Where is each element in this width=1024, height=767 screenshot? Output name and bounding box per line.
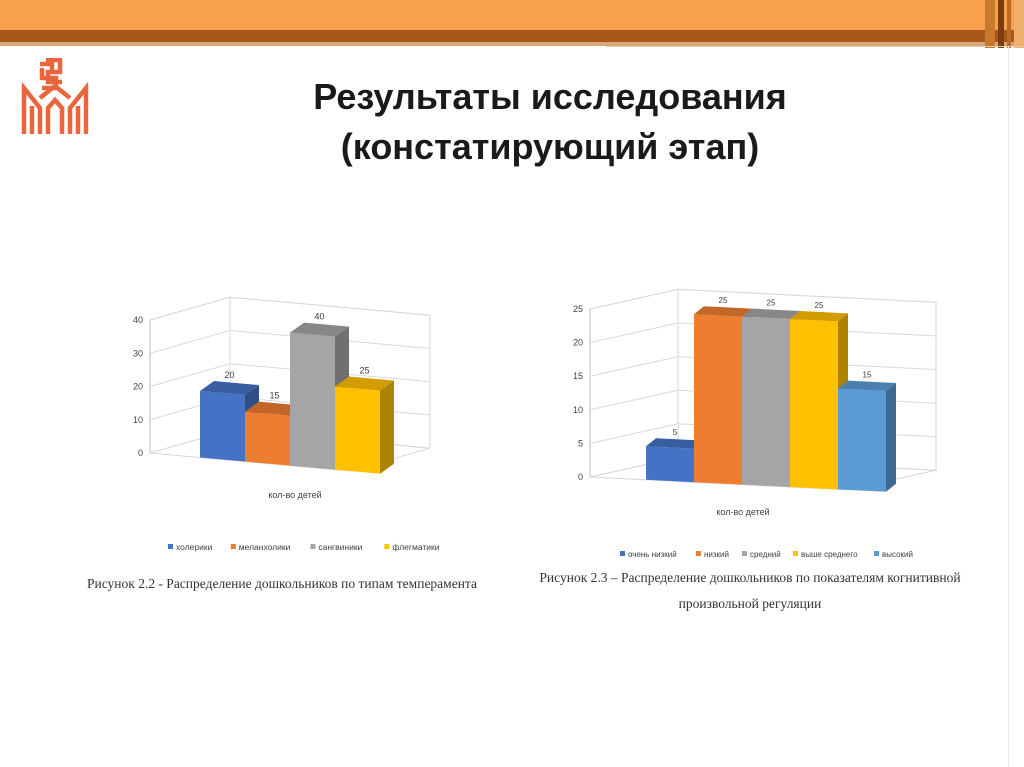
header-bar: [0, 0, 1024, 48]
chart-y-tick-label: 20: [573, 338, 583, 348]
chart-data-label: 25: [815, 301, 824, 310]
chart-bar-front: [790, 319, 838, 490]
chart-legend-label: меланхолики: [239, 542, 291, 552]
chart-y-tick-label: 30: [133, 348, 143, 358]
chart-legend-swatch: [874, 551, 879, 556]
chart-bar-top: [790, 311, 848, 322]
chart-legend-label: сангвиники: [318, 542, 362, 552]
chart-bar-front: [335, 386, 380, 474]
chart-legend-swatch: [168, 544, 173, 549]
chart-legend-label: высокий: [882, 550, 913, 559]
chart-gridline: [149, 296, 431, 321]
page-title: Результаты исследования (констатирующий …: [150, 72, 950, 172]
chart-x-axis-label: кол-во детей: [716, 507, 769, 517]
chart-bar-side: [886, 383, 896, 492]
chart-y-tick-label: 25: [573, 304, 583, 314]
chart-legend-swatch: [742, 551, 747, 556]
chart-bar-front: [200, 391, 245, 462]
chart-y-tick-label: 0: [138, 448, 143, 458]
slide-border: [1008, 46, 1009, 767]
chart-legend-label: холерики: [176, 542, 213, 552]
chart-legend-swatch: [384, 544, 390, 549]
logo-icon: [18, 57, 92, 138]
chart-y-tick-label: 10: [133, 415, 143, 425]
chart-legend-swatch: [793, 551, 798, 556]
header-band-light: [0, 42, 1024, 46]
chart-bar-front: [646, 446, 694, 483]
chart-data-label: 5: [673, 428, 678, 437]
chart-temperament: 0 10 20 30 40 20 15 40 25 кол-во детей холерики мел…: [133, 296, 440, 552]
chart-legend-swatch: [310, 544, 316, 549]
header-band-orange: [0, 0, 1024, 30]
chart-legend-label: низкий: [704, 550, 729, 559]
chart-y-tick-label: 20: [133, 382, 143, 392]
chart-gridline: [589, 356, 937, 377]
chart-data-label: 25: [767, 299, 776, 308]
chart-legend-label: средний: [750, 550, 781, 559]
chart-bar-front: [290, 332, 335, 470]
chart-bar-top: [646, 438, 704, 449]
chart-x-axis-label: кол-во детей: [268, 490, 321, 500]
chart-y-tick-label: 10: [573, 405, 583, 415]
header-underline: [606, 46, 1024, 47]
figure-caption-left: Рисунок 2.2 - Распределение дошкольников…: [86, 576, 477, 591]
chart-bar: [838, 380, 896, 492]
chart-data-label: 40: [314, 312, 324, 322]
chart-y-tick-label: 15: [573, 371, 583, 381]
chart-bar-front: [838, 388, 886, 492]
chart-bar-top: [245, 401, 304, 416]
chart-bar-front: [694, 314, 742, 485]
chart-gridline: [589, 288, 937, 310]
chart-y-tick-label: 40: [133, 315, 143, 325]
figure-caption-right-line2: произвольной регуляции: [678, 596, 822, 611]
chart-bar-top: [200, 381, 259, 396]
chart-gridline: [589, 322, 937, 344]
chart-data-label: 25: [719, 296, 728, 305]
chart-bar-top: [838, 380, 896, 391]
chart-cognitive-regulation: 0 5 10 15 20 25 5 25 25 25 15 кол-во детей очень низ…: [573, 288, 937, 559]
header-stripes: [985, 0, 1024, 48]
chart-legend-label: выше среднего: [801, 550, 858, 559]
chart-bar: [335, 376, 394, 474]
chart-data-label: 25: [359, 366, 369, 376]
chart-legend-label: очень низкий: [628, 550, 677, 559]
chart-bar-side: [380, 380, 394, 474]
chart-legend-swatch: [696, 551, 701, 556]
chart-bar-top: [290, 322, 349, 337]
chart-bar-top: [335, 376, 394, 391]
chart-legend-swatch: [230, 544, 236, 549]
chart-bar-top: [742, 308, 800, 319]
chart-data-label: 15: [863, 371, 872, 380]
chart-data-label: 15: [269, 391, 279, 401]
title-line-2: (констатирующий этап): [340, 126, 760, 167]
chart-legend-label: флегматики: [392, 542, 439, 552]
chart-y-tick-label: 0: [578, 472, 583, 482]
header-band-brown: [0, 30, 1024, 42]
chart-gridline: [149, 329, 431, 354]
chart-bar-front: [245, 411, 290, 466]
figure-caption-right-line1: Рисунок 2.3 – Распределение дошкольников…: [539, 570, 961, 585]
chart-y-tick-label: 5: [578, 438, 583, 448]
chart-data-label: 20: [224, 370, 234, 380]
chart-bar-top: [694, 306, 752, 317]
chart-legend-swatch: [620, 551, 625, 556]
chart-gridline: [149, 363, 431, 387]
title-line-1: Результаты исследования: [313, 76, 787, 117]
chart-bar-front: [742, 316, 790, 487]
